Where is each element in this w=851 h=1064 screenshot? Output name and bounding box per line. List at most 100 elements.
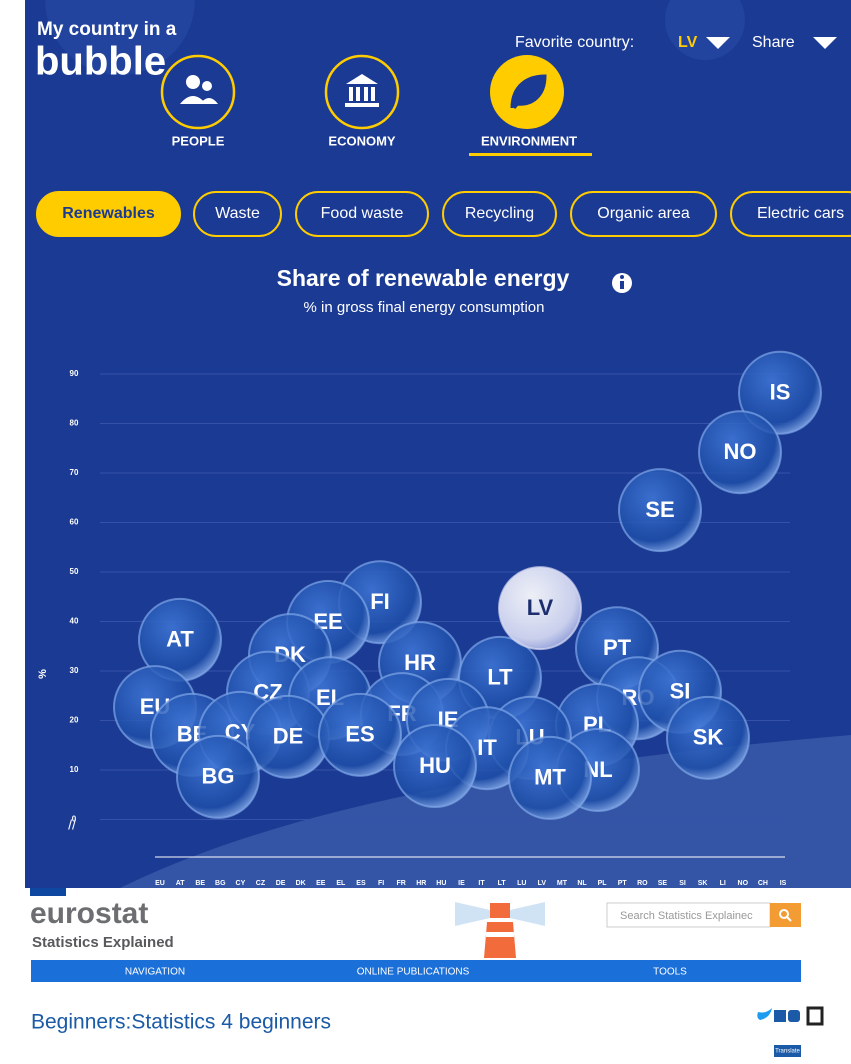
- x-tick-label: PT: [618, 880, 628, 887]
- x-tick-label: SK: [698, 880, 708, 887]
- menu-item[interactable]: TOOLS: [653, 967, 687, 978]
- bubble-label: LV: [527, 595, 554, 620]
- bubble-label: LT: [487, 665, 513, 690]
- logo-subtitle: Statistics Explained: [32, 934, 174, 951]
- x-tick-label: CH: [758, 880, 768, 887]
- icon-glyph: [186, 75, 200, 89]
- twitter-icon[interactable]: [757, 1008, 772, 1020]
- bubble-label: IS: [770, 380, 791, 405]
- logo[interactable]: eurostat: [30, 897, 148, 930]
- lighthouse-stripe: [486, 932, 514, 937]
- y-tick-label: 90: [70, 369, 79, 378]
- y-tick-label: 0: [72, 815, 77, 824]
- bubble-label: SK: [693, 725, 724, 750]
- bubble-label: FI: [370, 589, 390, 614]
- x-tick-label: SE: [658, 880, 668, 887]
- x-tick-label: NL: [577, 880, 587, 887]
- page-title: Beginners:Statistics 4 beginners: [31, 1011, 331, 1034]
- email-icon[interactable]: [788, 1010, 800, 1022]
- info-glyph: [620, 275, 624, 279]
- x-tick-label: HU: [436, 880, 446, 887]
- x-tick-label: IS: [780, 880, 787, 887]
- translate-label: Translate: [775, 1049, 800, 1055]
- bubble-label: NO: [724, 439, 757, 464]
- x-tick-label: CZ: [256, 880, 266, 887]
- page: My country in a bubble Favorite country:…: [0, 0, 851, 1059]
- x-tick-label: EU: [155, 880, 165, 887]
- nav-label[interactable]: ECONOMY: [328, 133, 396, 148]
- tab-label[interactable]: Electric cars: [757, 205, 844, 222]
- search-button[interactable]: [770, 903, 801, 927]
- favorite-value[interactable]: LV: [678, 34, 698, 51]
- bubble-label: MT: [534, 765, 566, 790]
- y-tick-label: 20: [70, 716, 79, 725]
- app-title: bubble: [35, 40, 166, 84]
- x-tick-label: CY: [236, 880, 246, 887]
- bubble-label: HU: [419, 753, 451, 778]
- nav-underline: [469, 153, 592, 156]
- lighthouse: [484, 922, 516, 958]
- x-tick-label: IE: [458, 880, 465, 887]
- bubble-app: My country in a bubble Favorite country:…: [0, 0, 851, 888]
- x-tick-label: NO: [738, 880, 749, 887]
- chart-subtitle: % in gross final energy consumption: [304, 299, 545, 316]
- nav-label[interactable]: ENVIRONMENT: [481, 133, 577, 148]
- tab-label[interactable]: Recycling: [465, 205, 534, 222]
- bubble-label: DE: [273, 724, 304, 749]
- chart-title: Share of renewable energy: [277, 265, 570, 291]
- eurostat-page: eurostat Statistics Explained Search Sta…: [0, 888, 851, 1059]
- x-tick-label: RO: [637, 880, 648, 887]
- menu-item[interactable]: ONLINE PUBLICATIONS: [357, 967, 470, 978]
- y-tick-label: 30: [70, 666, 79, 675]
- tab-label[interactable]: Renewables: [62, 205, 155, 222]
- lighthouse: [490, 903, 510, 918]
- print-icon[interactable]: [808, 1008, 822, 1024]
- eu-flag: [30, 888, 66, 896]
- y-tick-label: 40: [70, 617, 79, 626]
- x-tick-label: LV: [538, 880, 547, 887]
- x-tick-label: DK: [296, 880, 306, 887]
- menu-item[interactable]: NAVIGATION: [125, 967, 185, 978]
- x-tick-label: SI: [679, 880, 686, 887]
- tab-label[interactable]: Waste: [215, 205, 260, 222]
- y-tick-label: 70: [70, 468, 79, 477]
- x-tick-label: ES: [356, 880, 366, 887]
- info-glyph: [620, 281, 624, 289]
- x-tick-label: EL: [336, 880, 346, 887]
- x-tick-label: LT: [498, 880, 507, 887]
- bubble-label: AT: [166, 627, 194, 652]
- x-tick-label: MT: [557, 880, 568, 887]
- bubble-label: HR: [404, 650, 436, 675]
- x-tick-label: LI: [720, 880, 726, 887]
- search-placeholder: Search Statistics Explainec: [620, 910, 753, 922]
- nav-label[interactable]: PEOPLE: [172, 133, 225, 148]
- bubble-label: PT: [603, 635, 632, 660]
- bubble-label: SE: [645, 497, 674, 522]
- icon-glyph: [202, 81, 212, 91]
- bubble-label: SI: [670, 679, 691, 704]
- facebook-icon[interactable]: [774, 1010, 786, 1022]
- y-tick-label: 60: [70, 518, 79, 527]
- x-tick-label: EE: [316, 880, 326, 887]
- x-tick-label: BG: [215, 880, 226, 887]
- x-tick-label: AT: [176, 880, 186, 887]
- eurostat-header: eurostat Statistics Explained Search Sta…: [0, 888, 851, 1059]
- x-tick-label: BE: [195, 880, 205, 887]
- y-tick-label: 10: [70, 765, 79, 774]
- bubble-label: IT: [477, 735, 497, 760]
- y-tick-label: 50: [70, 567, 79, 576]
- x-tick-label: PL: [598, 880, 608, 887]
- x-tick-label: FR: [396, 880, 405, 887]
- x-tick-label: LU: [517, 880, 526, 887]
- bubble-label: ES: [345, 722, 374, 747]
- bubble-label: BG: [202, 764, 235, 789]
- x-tick-label: DE: [276, 880, 286, 887]
- share-button[interactable]: Share: [752, 34, 795, 51]
- y-axis-label: %: [37, 669, 49, 679]
- favorite-label: Favorite country:: [515, 34, 634, 51]
- tab-label[interactable]: Food waste: [321, 205, 404, 222]
- x-tick-label: FI: [378, 880, 384, 887]
- x-tick-label: HR: [416, 880, 426, 887]
- x-tick-label: IT: [478, 880, 485, 887]
- tab-label[interactable]: Organic area: [597, 205, 690, 222]
